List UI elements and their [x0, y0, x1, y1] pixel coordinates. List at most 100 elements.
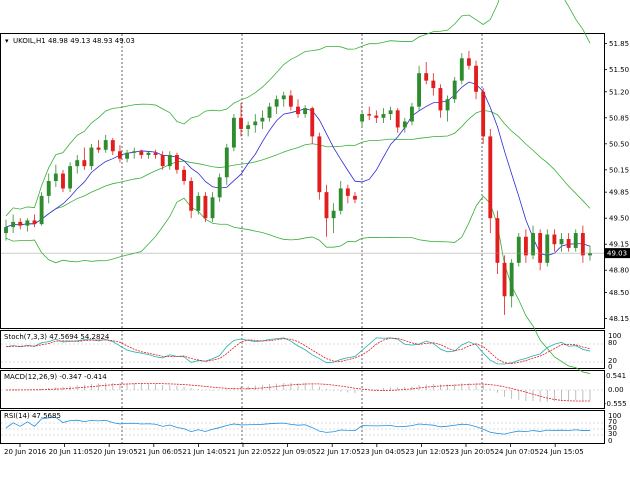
price-tick-label: 49.15 [609, 241, 629, 249]
candle [82, 147, 87, 170]
candle [353, 192, 357, 204]
price-tick-label: 48.50 [609, 289, 629, 297]
time-tick-label: 23 Jun 04:05 [361, 448, 405, 456]
time-tick-label: 21 Jun 14:05 [182, 448, 226, 456]
candle [32, 214, 37, 228]
candle-body [46, 181, 51, 196]
candle [182, 166, 186, 185]
candle-body [395, 110, 400, 128]
candle-body [374, 115, 379, 118]
candle-body [310, 108, 315, 137]
chart-menu-arrow[interactable]: ▾ [5, 37, 9, 45]
candle-body [146, 152, 151, 155]
candle [516, 233, 521, 267]
candle [402, 117, 407, 133]
rsi-line [5, 417, 591, 435]
price-tick-label: 51.50 [609, 66, 629, 74]
rsi-level-0: 0 [608, 437, 612, 445]
candle [253, 114, 258, 133]
candle [310, 106, 315, 144]
time-tick-label: 20 Jun 2016 [4, 448, 47, 456]
price-tick-label: 51.20 [609, 88, 629, 96]
symbol-title: UKOIL,H1 48.98 49.13 48.93 49.03 [13, 37, 135, 45]
candle-body [481, 91, 486, 137]
candle [167, 151, 172, 170]
candle [523, 229, 528, 263]
candle-body [303, 108, 308, 115]
candlesticks [4, 50, 592, 315]
candle [288, 90, 293, 111]
time-tick-label: 21 Jun 06:05 [138, 448, 182, 456]
candle-body [167, 154, 172, 167]
candle-body [488, 136, 493, 219]
candle-body [103, 140, 108, 150]
candle [573, 229, 578, 252]
candle [239, 102, 243, 137]
price-axis: 51.85 51.50 51.20 50.85 50.50 50.15 49.85 49.50… [604, 40, 629, 323]
candle-body [125, 152, 130, 159]
macd-panel[interactable] [0, 370, 605, 409]
candle [452, 76, 457, 103]
candle [11, 214, 16, 234]
candle [381, 108, 386, 123]
candle [217, 173, 222, 202]
candle [445, 95, 450, 122]
candle-body [353, 195, 357, 200]
candle [274, 95, 279, 115]
candle-body [253, 121, 258, 126]
candle-body [246, 125, 251, 129]
candle-body [174, 154, 179, 170]
stoch-level-0: 0 [608, 363, 612, 371]
candle-body [182, 169, 186, 181]
candle-body [89, 147, 94, 167]
candle-body [139, 151, 144, 155]
candle-body [96, 147, 101, 150]
candle-body [224, 147, 229, 178]
candle [538, 229, 543, 271]
price-tick-label: 48.15 [609, 315, 629, 323]
candle-body [588, 253, 592, 256]
candle [531, 225, 535, 260]
candle [331, 203, 336, 234]
candle-body [288, 95, 293, 107]
candle-body [324, 192, 329, 219]
rsi-level-70: 70 [608, 418, 617, 426]
candle-body [4, 227, 8, 234]
candle-body [381, 114, 386, 118]
time-axis: 20 Jun 2016 20 Jun 11:05 20 Jun 19:05 21 Ju… [4, 444, 584, 456]
candle-body [217, 177, 222, 198]
candle-body [438, 88, 443, 111]
current-price-label: 49.03 [607, 250, 627, 258]
candle [224, 143, 229, 185]
candle-body [25, 220, 30, 226]
candle-body [239, 117, 243, 129]
candle [431, 73, 436, 96]
time-tick-label: 23 Jun 20:05 [450, 448, 494, 456]
bollinger-bands [5, 0, 591, 374]
candle-body [459, 58, 464, 81]
rsi-panel[interactable] [0, 410, 605, 444]
candle-body [75, 160, 80, 167]
candle [580, 225, 585, 263]
candle [424, 62, 429, 85]
candle-body [495, 218, 500, 263]
candle [495, 210, 500, 274]
candle-body [502, 262, 507, 297]
candle-body [331, 210, 336, 219]
candle [324, 184, 329, 237]
candle-body [410, 106, 414, 122]
candle-body [118, 151, 122, 159]
candle-body [132, 151, 137, 153]
macd-histogram [5, 382, 591, 402]
candle [75, 154, 80, 174]
candle [53, 164, 58, 187]
candle-body [388, 110, 393, 115]
time-tick-label: 20 Jun 19:05 [93, 448, 137, 456]
candle [260, 110, 265, 129]
rsi-level-30: 30 [608, 430, 617, 438]
candle-body [210, 197, 215, 219]
candle-body [317, 136, 322, 193]
candle [417, 65, 422, 111]
candle-body [18, 221, 23, 226]
